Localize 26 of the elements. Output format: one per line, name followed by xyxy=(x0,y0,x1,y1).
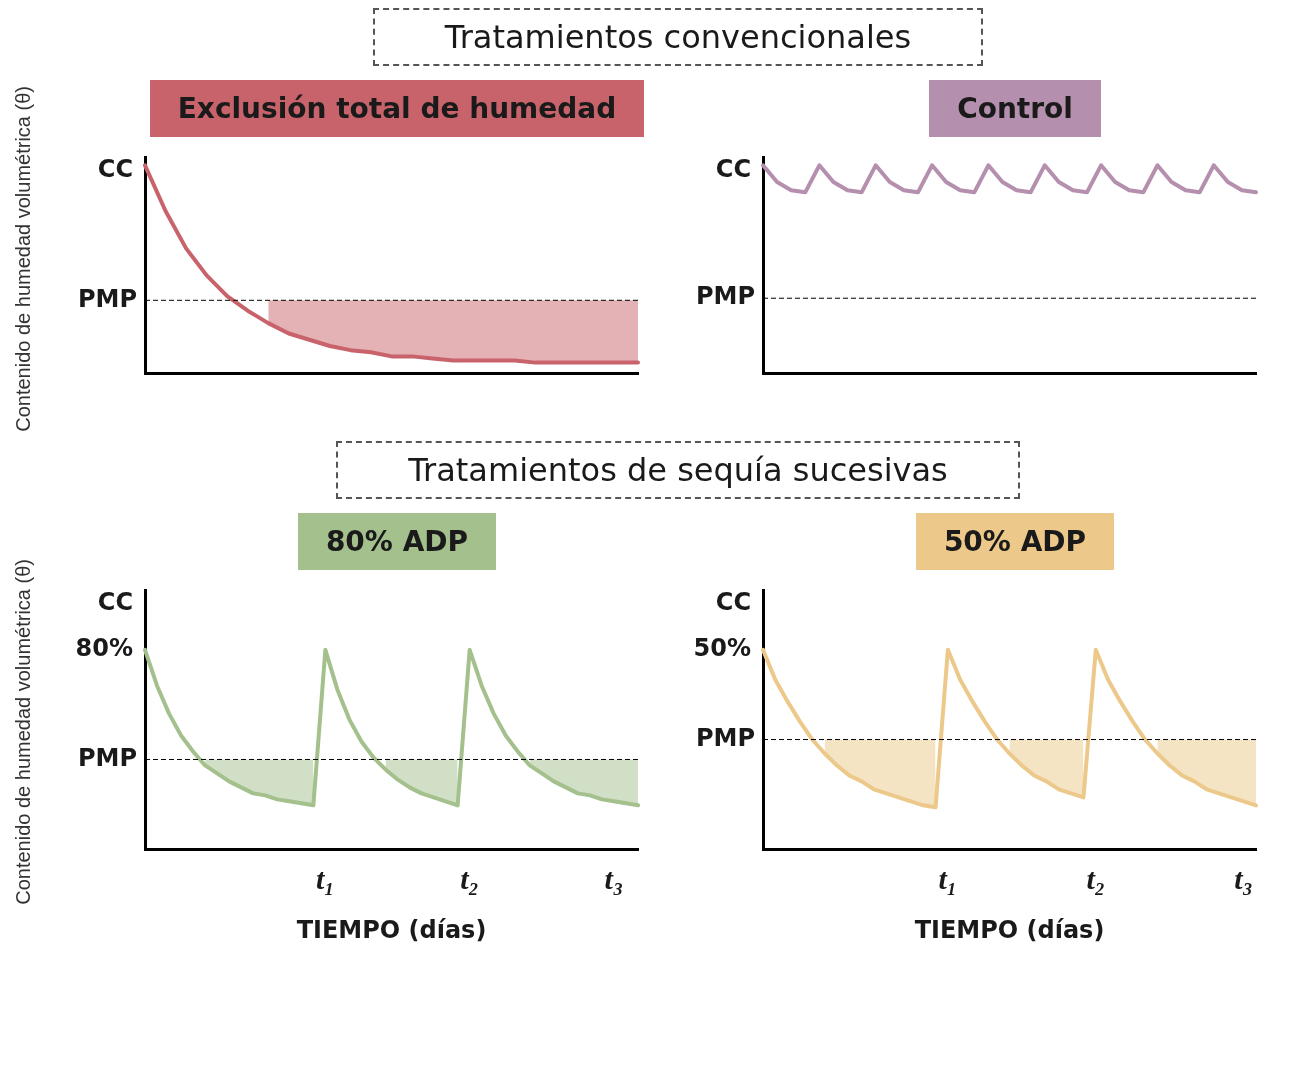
text: 50% xyxy=(693,634,751,663)
x-tick-label: t₃ xyxy=(604,861,624,895)
chart-subtitle: Tratamientos convencionales xyxy=(372,8,984,66)
y-axis-title: Contenido de humedad volumétrica (θ) xyxy=(11,558,35,905)
ref-line-label: PMP xyxy=(77,743,137,772)
ref-line-label: PMP xyxy=(695,282,755,311)
text: CC xyxy=(97,588,133,617)
chart-subtitle: Tratamientos de sequía sucesivas xyxy=(336,441,1020,499)
ref-line-label: PMP xyxy=(695,723,755,752)
chart-title: Control xyxy=(929,80,1101,137)
x-tick-label: t₁ xyxy=(938,861,958,895)
y-axis-title: Contenido de humedad volumétrica (θ) xyxy=(11,85,35,432)
x-tick-label: t₃ xyxy=(1234,861,1254,895)
text: CC xyxy=(97,155,133,184)
x-tick-label: t₁ xyxy=(315,861,335,895)
chart-title: 80% ADP xyxy=(297,513,497,570)
chart-title: 50% ADP xyxy=(915,513,1115,570)
x-axis-title: TIEMPO (días) xyxy=(914,915,1105,944)
ref-line-label: PMP xyxy=(77,284,137,313)
text: CC xyxy=(715,155,751,184)
text: 80% xyxy=(75,634,133,663)
x-tick-label: t₂ xyxy=(1086,861,1106,895)
x-tick-label: t₂ xyxy=(460,861,480,895)
chart-title: Exclusión total de humedad xyxy=(149,80,645,137)
text: CC xyxy=(715,588,751,617)
x-axis-title: TIEMPO (días) xyxy=(296,915,487,944)
